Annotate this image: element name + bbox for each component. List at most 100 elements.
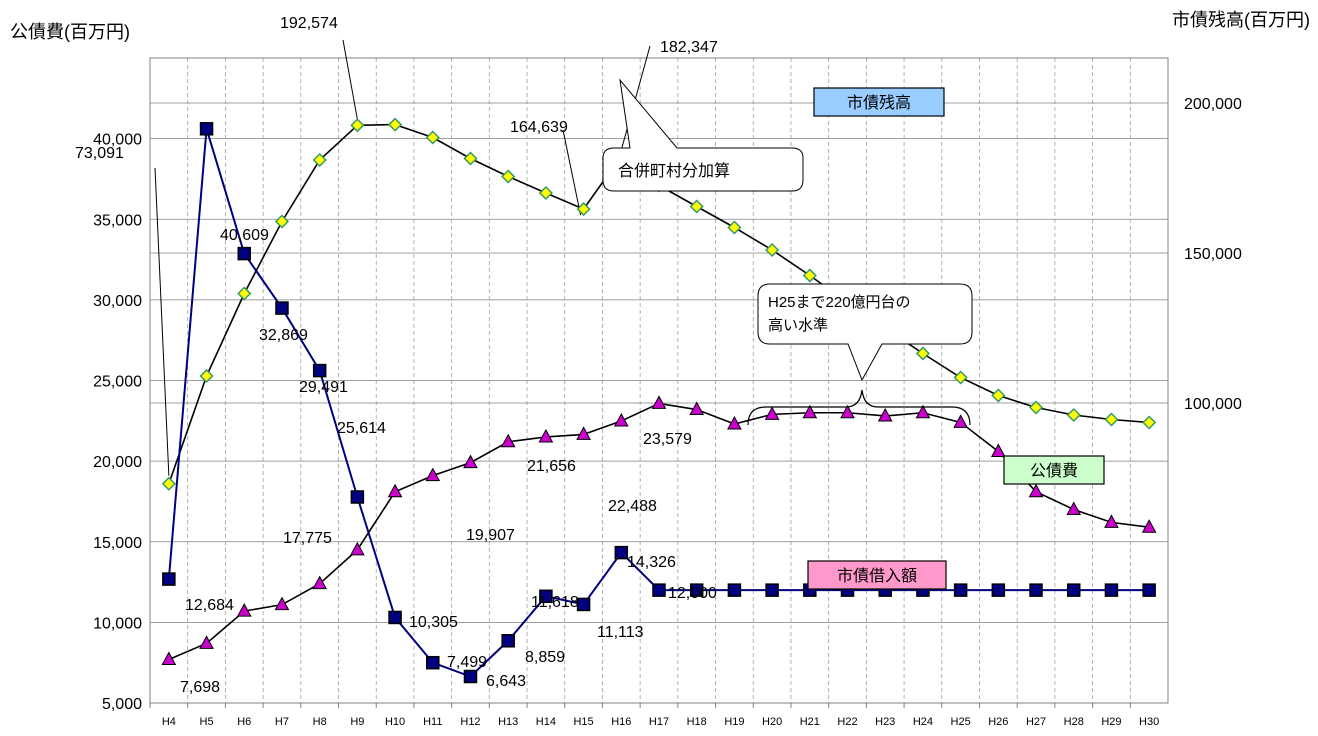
data-point-marker	[652, 583, 666, 597]
callout-text: 高い水準	[768, 317, 828, 334]
data-label: 164,639	[510, 119, 568, 136]
data-point-marker	[199, 635, 214, 649]
series-label-box	[1003, 455, 1105, 485]
data-point-marker	[614, 545, 629, 560]
data-label: 8,859	[525, 649, 565, 666]
x-axis-tick-label: H16	[611, 716, 631, 728]
data-point-marker	[802, 404, 818, 419]
data-label: 11,618	[531, 594, 579, 611]
left-axis-tick-label: 5,000	[102, 696, 142, 713]
data-label: 11,113	[597, 624, 644, 641]
data-point-marker	[1142, 415, 1157, 430]
x-axis-tick-label: H11	[423, 716, 442, 728]
data-point-marker	[199, 368, 214, 384]
x-axis-tick-label: H28	[1064, 716, 1084, 728]
data-point-marker	[840, 404, 855, 419]
data-point-marker	[1029, 583, 1043, 597]
data-label: 22,488	[608, 498, 657, 515]
data-point-marker	[162, 572, 176, 586]
x-axis-tick-label: H23	[875, 716, 895, 728]
data-point-marker	[1141, 519, 1157, 533]
data-point-marker	[199, 122, 214, 136]
data-label: 19,907	[466, 527, 515, 544]
leader-line	[562, 129, 582, 216]
data-point-marker	[1142, 583, 1156, 597]
data-point-marker	[274, 214, 290, 229]
data-point-marker	[764, 406, 780, 420]
x-axis-tick-label: H18	[687, 716, 707, 728]
data-label: 12,000	[668, 585, 717, 602]
data-point-marker	[350, 118, 365, 133]
right-axis-tick-label: 100,000	[1184, 396, 1242, 413]
data-point-marker	[237, 246, 252, 261]
data-point-marker	[953, 370, 968, 385]
data-point-marker	[426, 655, 440, 670]
data-label: 73,091	[75, 145, 124, 162]
series-label-box	[807, 560, 947, 590]
data-point-marker	[539, 589, 553, 604]
x-axis-tick-label: H7	[275, 716, 289, 728]
data-point-marker	[237, 286, 252, 301]
x-axis-tick-label: H26	[988, 716, 1008, 728]
data-point-marker	[915, 404, 931, 419]
data-point-marker	[990, 443, 1006, 457]
data-point-marker	[161, 476, 176, 491]
x-axis-tick-label: H22	[837, 716, 857, 728]
series-label-text: 公債費	[1030, 462, 1078, 480]
x-axis-tick-label: H27	[1026, 716, 1046, 728]
right-axis-tick-label: 200,000	[1184, 96, 1242, 113]
data-point-marker	[388, 117, 403, 132]
data-label: 23,579	[643, 431, 692, 448]
data-point-marker	[1028, 400, 1044, 415]
data-point-marker	[915, 346, 930, 361]
data-label: 182,347	[660, 39, 718, 56]
data-point-marker	[991, 388, 1006, 403]
data-point-marker	[388, 610, 402, 625]
data-label: 10,305	[409, 614, 458, 631]
x-axis-tick-label: H4	[162, 716, 176, 728]
data-point-marker	[953, 583, 968, 597]
x-axis-tick-label: H29	[1101, 716, 1121, 728]
data-point-marker	[274, 596, 290, 611]
x-axis-tick-label: H5	[200, 716, 214, 728]
left-axis-tick-label: 10,000	[93, 615, 142, 632]
data-point-marker	[651, 395, 667, 409]
data-point-marker	[991, 583, 1006, 597]
data-point-marker	[463, 151, 478, 166]
x-axis-tick-label: H17	[649, 716, 669, 728]
data-point-marker	[802, 268, 817, 283]
x-axis-tick-label: H13	[498, 716, 518, 728]
data-point-marker	[1028, 483, 1044, 498]
data-label: 12,684	[185, 597, 234, 614]
x-axis-tick-label: H30	[1139, 716, 1159, 728]
data-label: 17,775	[283, 530, 332, 547]
x-axis-tick-label: H8	[313, 716, 327, 728]
data-point-marker	[501, 169, 516, 184]
left-axis-title: 公債費(百万円)	[10, 22, 130, 42]
data-point-marker	[727, 583, 742, 597]
data-point-marker	[689, 583, 704, 597]
data-label: 192,574	[280, 15, 338, 32]
series-label-text: 市債残高	[847, 94, 911, 112]
left-axis-tick-label: 30,000	[93, 293, 142, 310]
data-point-marker	[1066, 583, 1081, 597]
series-label-box	[813, 87, 945, 117]
data-label: 40,609	[220, 227, 269, 244]
data-point-marker	[501, 634, 515, 648]
data-point-marker	[236, 603, 252, 617]
data-point-marker	[425, 467, 441, 482]
x-axis-tick-label: H25	[951, 716, 971, 728]
data-point-marker	[425, 130, 440, 145]
data-point-marker	[576, 202, 591, 217]
data-point-marker	[463, 454, 478, 469]
data-point-marker	[350, 541, 365, 556]
data-point-marker	[463, 669, 478, 684]
data-label: 29,491	[299, 379, 348, 396]
data-point-marker	[613, 412, 629, 427]
data-label: 25,614	[337, 420, 386, 437]
data-label: 7,499	[447, 654, 487, 671]
x-axis-tick-label: H12	[460, 716, 480, 728]
x-axis-tick-label: H9	[350, 716, 364, 728]
data-point-marker	[350, 490, 365, 504]
